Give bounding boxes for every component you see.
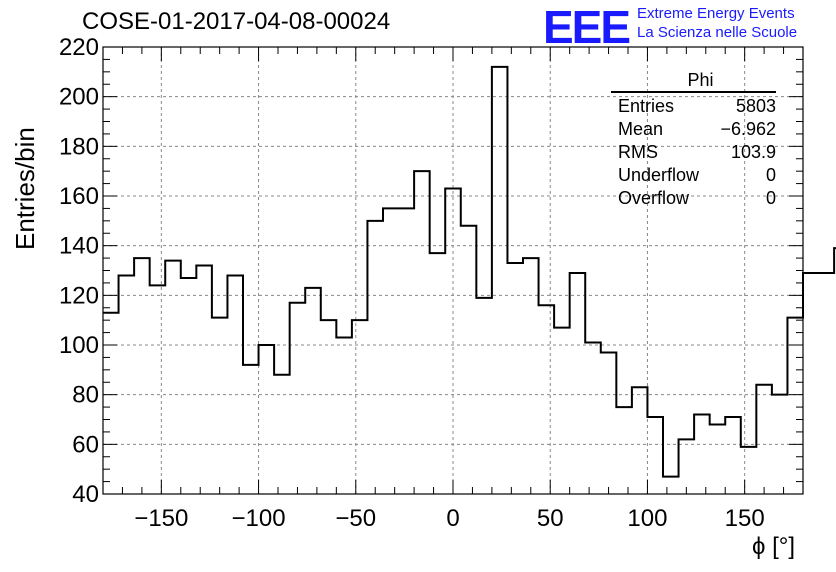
y-tick-label: 220 [59,34,99,61]
stats-value: 5803 [735,96,776,116]
y-tick-label: 160 [59,183,99,210]
y-tick-label: 120 [59,282,99,309]
stats-row-mean: Mean −6.962 [611,118,776,141]
x-tick-label: −150 [134,505,188,532]
logo-caption: Extreme Energy Events La Scienza nelle S… [637,4,797,42]
x-tick-label: 0 [446,505,459,532]
stats-label: Overflow [618,188,690,208]
stats-label: Entries [618,96,675,116]
y-tick-label: 180 [59,133,99,160]
y-tick-label: 200 [59,84,99,111]
stats-label: Mean [618,119,664,139]
y-tick-label: 140 [59,233,99,260]
chart-title: COSE-01-2017-04-08-00024 [82,8,391,35]
logo-line-2: La Scienza nelle Scuole [637,24,798,41]
x-tick-label: 100 [627,505,667,532]
stats-value: −6.962 [720,119,776,139]
x-tick-label: 50 [537,505,564,532]
stats-row-entries: Entries 5803 [611,95,776,118]
stats-label: RMS [618,142,658,162]
logo-line-1: Extreme Energy Events [637,5,795,22]
histogram-series [103,65,836,478]
y-tick-label: 60 [72,431,99,458]
y-tick-label: 100 [59,332,99,359]
x-tick-label: −50 [335,505,376,532]
stats-value: 0 [765,165,776,185]
stats-label: Underflow [618,165,700,185]
stats-row-underflow: Underflow 0 [611,164,776,187]
stats-row-overflow: Overflow 0 [611,187,776,210]
axes-frame: −150 −100 −50 0 50 100 150 40 60 80 100 120 140 160 18… [59,34,804,532]
stats-row-rms: RMS 103.9 [611,141,776,164]
stats-title: Phi [611,70,776,93]
x-tick-label: −100 [232,505,286,532]
x-axis-label: ϕ [°] [752,533,796,560]
eee-logo: EEE [543,1,631,53]
stats-value: 103.9 [730,142,776,162]
stats-box: Phi Entries 5803 Mean −6.962 RMS 103.9 Unde… [611,70,776,210]
stats-value: 0 [765,188,776,208]
y-axis-label: Entries/bin [10,127,40,250]
y-tick-label: 80 [72,382,99,409]
histogram-line [103,65,836,478]
x-tick-label: 150 [725,505,765,532]
y-tick-label: 40 [72,481,99,508]
